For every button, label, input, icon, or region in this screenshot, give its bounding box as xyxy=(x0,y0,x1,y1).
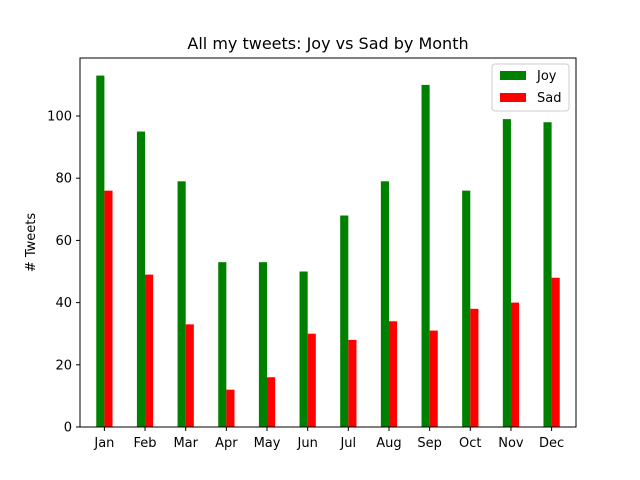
y-tick-label: 100 xyxy=(47,110,72,125)
bar-sad-sep xyxy=(429,330,438,427)
bar-sad-mar xyxy=(185,324,194,427)
x-tick-label-jul: Jul xyxy=(339,436,356,451)
y-tick-label: 0 xyxy=(64,421,72,436)
bar-joy-jan xyxy=(96,75,105,427)
bar-sad-aug xyxy=(388,321,398,427)
bar-joy-may xyxy=(258,262,268,427)
bars-group xyxy=(96,75,560,428)
bar-joy-jun xyxy=(299,271,308,427)
y-tick-label: 80 xyxy=(55,172,72,187)
x-tick-label-aug: Aug xyxy=(376,436,401,451)
legend-label-joy: Joy xyxy=(536,69,557,84)
x-axis: Jan Feb Mar Apr May Jun Jul Aug Sep Oct Nov Dec xyxy=(93,427,564,451)
bar-sad-jun xyxy=(307,333,316,427)
bar-joy-jul xyxy=(340,215,349,427)
y-tick-label: 20 xyxy=(55,358,72,373)
x-tick-label-nov: Nov xyxy=(498,436,524,451)
bar-joy-feb xyxy=(136,131,146,428)
chart-title: All my tweets: Joy vs Sad by Month xyxy=(187,34,468,53)
bar-sad-nov xyxy=(510,302,520,427)
bar-sad-oct xyxy=(470,308,479,427)
x-tick-label-jan: Jan xyxy=(93,436,114,451)
x-tick-label-apr: Apr xyxy=(215,436,238,451)
bar-joy-mar xyxy=(177,181,186,427)
bar-joy-oct xyxy=(462,190,471,427)
bar-sad-jan xyxy=(104,190,113,427)
plot-frame xyxy=(79,57,577,428)
bar-sad-jul xyxy=(348,339,357,427)
y-axis-label: # Tweets xyxy=(24,213,39,273)
legend-swatch-joy xyxy=(500,71,526,80)
y-tick-label: 60 xyxy=(55,234,72,249)
legend: Joy Sad xyxy=(491,63,570,112)
y-axis: 0 20 40 60 80 100 xyxy=(47,110,80,436)
bar-sad-may xyxy=(267,377,276,427)
bar-sad-apr xyxy=(226,389,235,427)
x-tick-label-oct: Oct xyxy=(459,436,481,451)
x-tick-label-may: May xyxy=(254,436,281,451)
legend-label-sad: Sad xyxy=(537,91,561,106)
bar-joy-dec xyxy=(543,122,552,427)
x-tick-label-mar: Mar xyxy=(173,436,198,451)
x-tick-label-sep: Sep xyxy=(417,436,442,451)
bar-sad-feb xyxy=(145,274,154,427)
bar-joy-sep xyxy=(421,84,430,428)
bar-joy-apr xyxy=(218,262,227,427)
x-tick-label-jun: Jun xyxy=(297,436,318,451)
x-tick-label-dec: Dec xyxy=(539,436,564,451)
bar-joy-aug xyxy=(380,181,389,427)
y-tick-label: 40 xyxy=(55,296,72,311)
bar-joy-nov xyxy=(502,119,511,428)
bar-sad-dec xyxy=(551,277,560,427)
x-tick-label-feb: Feb xyxy=(134,436,157,451)
legend-swatch-sad xyxy=(500,93,526,102)
